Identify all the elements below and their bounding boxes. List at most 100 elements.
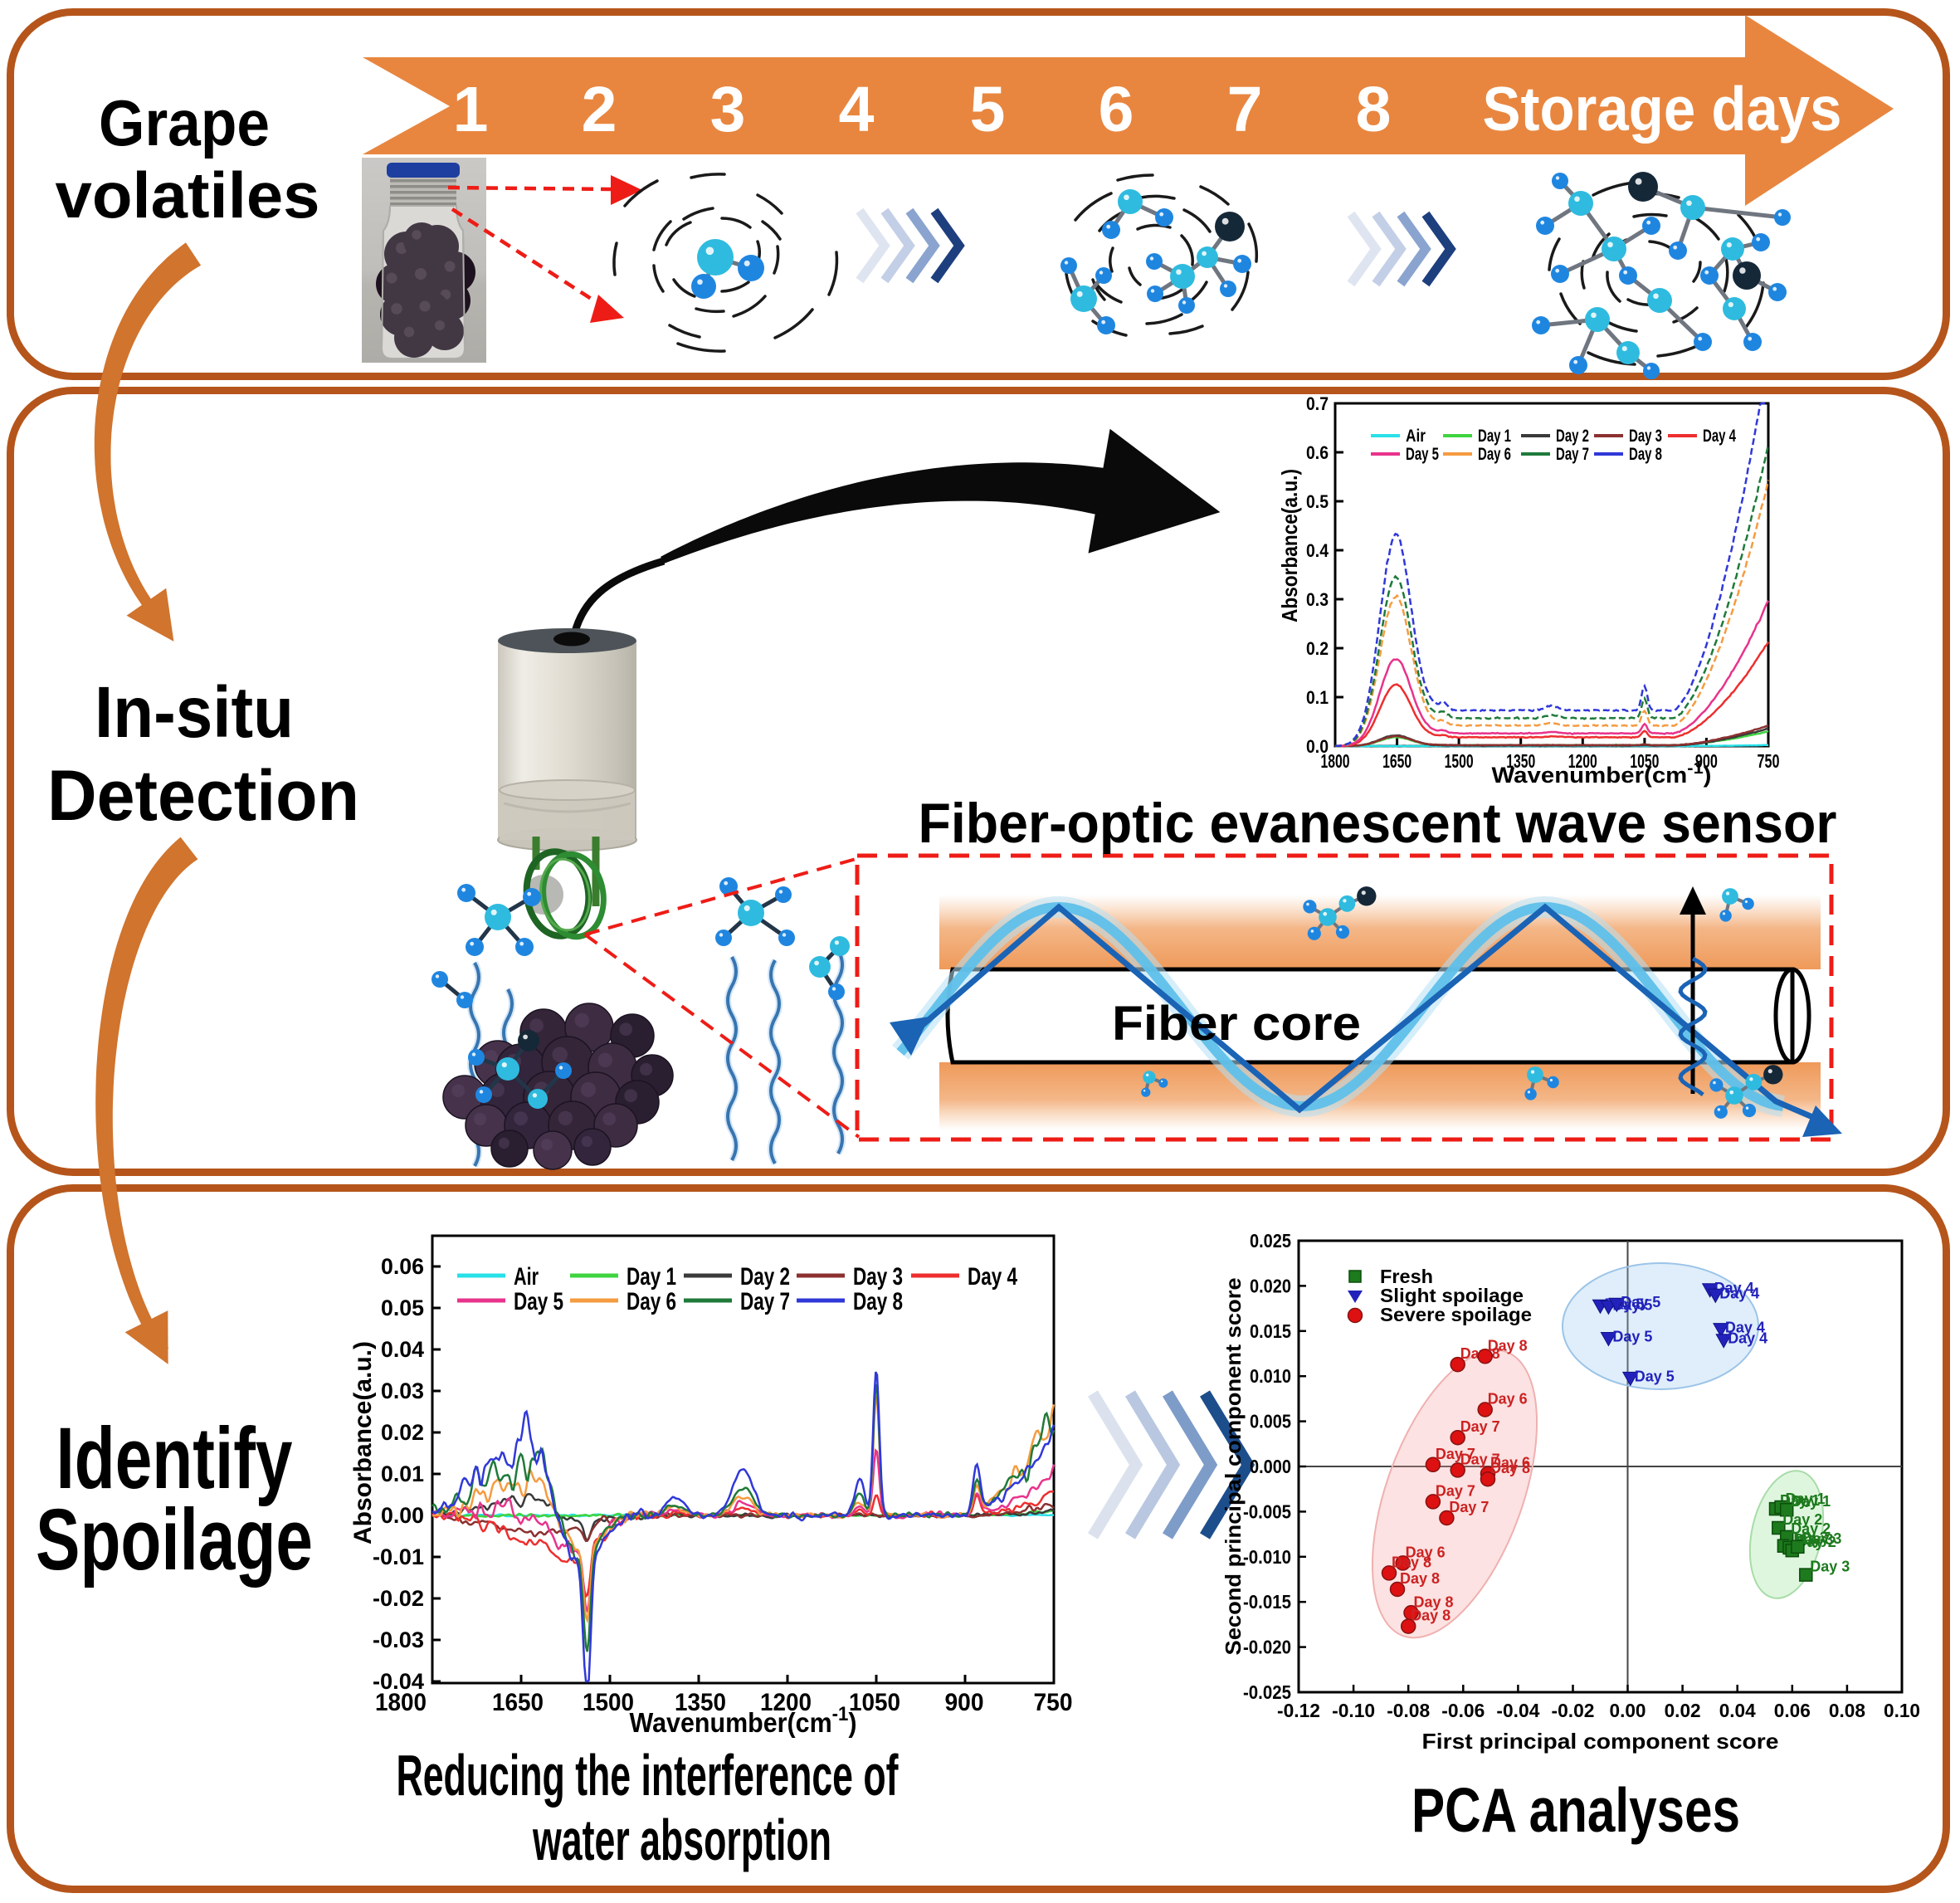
svg-text:0.4: 0.4 xyxy=(1306,540,1329,561)
svg-text:-0.005: -0.005 xyxy=(1243,1500,1291,1522)
svg-text:Day 6: Day 6 xyxy=(627,1288,676,1315)
svg-text:0.1: 0.1 xyxy=(1306,687,1329,708)
svg-text:5: 5 xyxy=(970,74,1006,145)
svg-text:Severe spoilage: Severe spoilage xyxy=(1380,1304,1532,1325)
svg-text:0.04: 0.04 xyxy=(1719,1700,1756,1721)
svg-text:Day 4: Day 4 xyxy=(968,1263,1017,1291)
svg-text:1650: 1650 xyxy=(1382,750,1411,772)
svg-text:Day 7: Day 7 xyxy=(1449,1499,1489,1515)
svg-text:Day 2: Day 2 xyxy=(740,1263,790,1291)
svg-text:Detection: Detection xyxy=(47,756,359,836)
svg-text:Day 3: Day 3 xyxy=(1629,427,1662,446)
svg-text:Day 4: Day 4 xyxy=(1725,1320,1765,1336)
svg-text:Grape: Grape xyxy=(99,86,270,159)
svg-text:Fiber core: Fiber core xyxy=(1112,997,1361,1051)
svg-text:water absorption: water absorption xyxy=(532,1808,831,1872)
svg-text:Day 3: Day 3 xyxy=(853,1263,903,1291)
svg-text:1350: 1350 xyxy=(1506,750,1535,772)
svg-text:0.06: 0.06 xyxy=(1774,1700,1811,1721)
svg-text:Day 7: Day 7 xyxy=(1436,1482,1475,1499)
svg-text:8: 8 xyxy=(1356,74,1392,145)
svg-text:1200: 1200 xyxy=(1568,750,1597,772)
svg-text:-0.12: -0.12 xyxy=(1277,1700,1320,1721)
svg-text:Day 8: Day 8 xyxy=(1629,445,1662,464)
svg-text:Day 1: Day 1 xyxy=(1791,1493,1831,1510)
svg-text:7: 7 xyxy=(1227,74,1263,145)
svg-text:Day 2: Day 2 xyxy=(1797,1534,1836,1550)
svg-text:First principal component scor: First principal component score xyxy=(1422,1729,1779,1754)
svg-text:0.000: 0.000 xyxy=(1250,1456,1291,1477)
svg-text:1800: 1800 xyxy=(1321,750,1350,772)
svg-text:Wavenumber(cm-1): Wavenumber(cm-1) xyxy=(1492,759,1712,788)
svg-text:1200: 1200 xyxy=(760,1689,812,1716)
svg-text:1500: 1500 xyxy=(583,1689,634,1716)
svg-text:-0.025: -0.025 xyxy=(1243,1681,1291,1703)
svg-text:0.06: 0.06 xyxy=(381,1254,424,1279)
svg-text:Second principal component sco: Second principal component score xyxy=(1221,1278,1246,1656)
svg-text:900: 900 xyxy=(945,1689,984,1716)
svg-text:0.020: 0.020 xyxy=(1250,1275,1291,1296)
svg-text:0.7: 0.7 xyxy=(1306,393,1329,414)
svg-text:750: 750 xyxy=(1758,750,1780,772)
svg-text:-0.06: -0.06 xyxy=(1441,1700,1485,1721)
svg-text:Slight spoilage: Slight spoilage xyxy=(1380,1285,1524,1306)
svg-text:Air: Air xyxy=(514,1263,539,1291)
svg-text:6: 6 xyxy=(1099,74,1134,145)
svg-text:Day 8: Day 8 xyxy=(1414,1593,1454,1610)
svg-text:Day 4: Day 4 xyxy=(1728,1330,1767,1347)
svg-text:Day 8: Day 8 xyxy=(1488,1337,1528,1354)
svg-text:0.005: 0.005 xyxy=(1250,1411,1291,1432)
svg-text:Day 3: Day 3 xyxy=(1802,1530,1841,1547)
svg-text:1500: 1500 xyxy=(1445,750,1474,772)
svg-text:-0.01: -0.01 xyxy=(373,1544,424,1569)
svg-text:PCA analyses: PCA analyses xyxy=(1411,1775,1740,1845)
svg-text:Day 7: Day 7 xyxy=(1460,1451,1500,1467)
svg-text:0.025: 0.025 xyxy=(1250,1230,1291,1252)
svg-text:Day 4: Day 4 xyxy=(1703,427,1736,446)
svg-text:Day 7: Day 7 xyxy=(1436,1446,1475,1462)
svg-text:-0.04: -0.04 xyxy=(373,1669,424,1694)
svg-text:0.02: 0.02 xyxy=(1665,1700,1701,1721)
svg-text:Wavenumber(cm-1): Wavenumber(cm-1) xyxy=(630,1703,857,1738)
svg-text:0.08: 0.08 xyxy=(1829,1700,1865,1721)
svg-text:0.01: 0.01 xyxy=(381,1461,424,1486)
svg-text:volatiles: volatiles xyxy=(56,159,320,232)
svg-text:-0.010: -0.010 xyxy=(1243,1546,1291,1568)
svg-text:-0.020: -0.020 xyxy=(1243,1637,1291,1658)
svg-text:Fresh: Fresh xyxy=(1380,1266,1433,1287)
svg-text:-0.03: -0.03 xyxy=(373,1627,424,1652)
svg-text:Day 8: Day 8 xyxy=(853,1288,903,1315)
svg-text:Day 3: Day 3 xyxy=(1810,1559,1850,1575)
svg-text:900: 900 xyxy=(1695,750,1718,772)
svg-text:0.05: 0.05 xyxy=(381,1296,424,1320)
svg-text:Day 1: Day 1 xyxy=(1786,1491,1826,1507)
svg-text:Day 7: Day 7 xyxy=(740,1288,790,1315)
svg-text:Day 6: Day 6 xyxy=(1406,1544,1446,1560)
svg-text:Day 5: Day 5 xyxy=(1621,1294,1660,1310)
svg-text:Day 1: Day 1 xyxy=(1478,427,1511,446)
svg-text:0.04: 0.04 xyxy=(381,1337,424,1362)
svg-text:Day 1: Day 1 xyxy=(627,1263,676,1291)
svg-text:750: 750 xyxy=(1034,1689,1073,1716)
svg-text:-0.02: -0.02 xyxy=(373,1586,424,1611)
svg-text:1650: 1650 xyxy=(492,1689,544,1716)
svg-text:1350: 1350 xyxy=(675,1689,726,1716)
svg-text:Day 8: Day 8 xyxy=(1400,1570,1440,1587)
svg-text:Air: Air xyxy=(1406,427,1426,446)
svg-text:1050: 1050 xyxy=(849,1689,900,1716)
svg-text:1800: 1800 xyxy=(375,1689,427,1716)
svg-text:1: 1 xyxy=(453,74,489,145)
svg-text:Day 4: Day 4 xyxy=(1714,1280,1754,1296)
svg-text:-0.04: -0.04 xyxy=(1496,1700,1539,1721)
svg-text:Day 5: Day 5 xyxy=(1635,1368,1675,1384)
svg-text:Day 6: Day 6 xyxy=(1488,1391,1528,1408)
svg-text:3: 3 xyxy=(710,74,746,145)
svg-text:0.6: 0.6 xyxy=(1306,442,1329,463)
svg-text:Day 6: Day 6 xyxy=(1478,445,1511,464)
svg-text:Day 4: Day 4 xyxy=(1719,1285,1759,1301)
svg-text:-0.02: -0.02 xyxy=(1552,1700,1595,1721)
svg-text:Day 7: Day 7 xyxy=(1556,445,1589,464)
svg-text:Day 2: Day 2 xyxy=(1782,1511,1822,1528)
svg-text:0.03: 0.03 xyxy=(381,1378,424,1403)
svg-text:Spoilage: Spoilage xyxy=(36,1491,313,1588)
